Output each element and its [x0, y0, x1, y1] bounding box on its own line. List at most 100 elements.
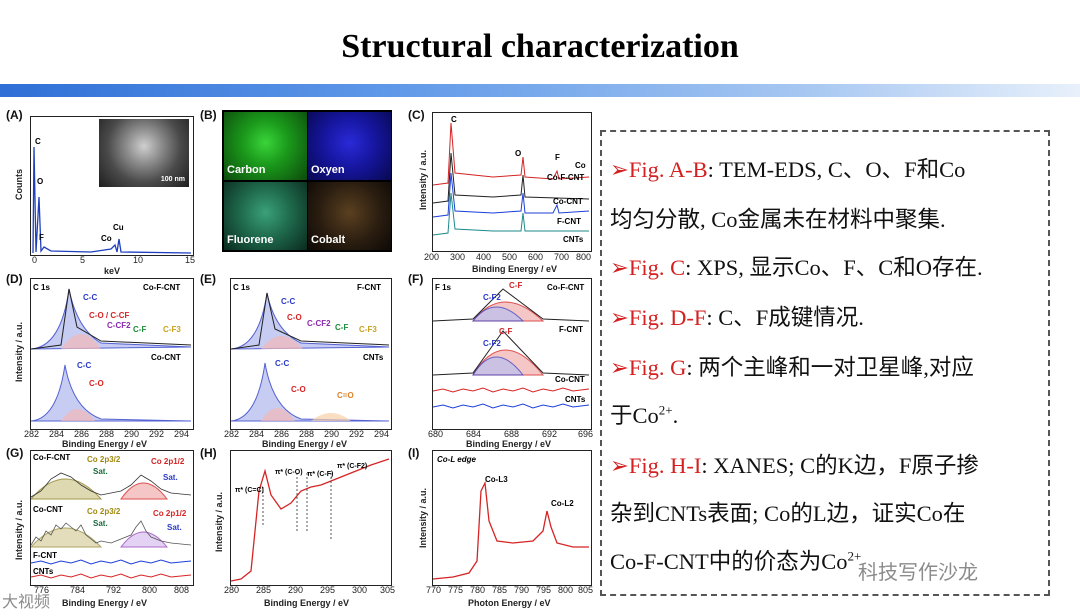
title-underline-bar — [0, 84, 1080, 97]
panel-h-tick: 300 — [352, 585, 368, 595]
panel-f-tick: 688 — [504, 429, 520, 439]
comp-label: C-F2 — [483, 339, 501, 348]
panel-c-xlabel: Binding Energy / eV — [472, 264, 558, 274]
panel-h-tick: 295 — [320, 585, 336, 595]
panel-g-label: (G) — [6, 446, 24, 460]
core-level: C 1s — [33, 283, 50, 292]
comp-label: C-F2 — [483, 293, 501, 302]
comp-label: Co-L3 — [485, 475, 508, 484]
comp-label: Co 2p3/2 — [87, 455, 121, 464]
fig-ref: ➢Fig. A-B — [610, 157, 708, 182]
panel-f-tick: 696 — [578, 429, 594, 439]
panel-g-tick: 808 — [174, 585, 190, 595]
fig-ref: ➢Fig. G — [610, 355, 687, 380]
edge-title: Co-L edge — [437, 455, 476, 464]
series-label: Co-CNT — [33, 505, 63, 514]
comp-label: Sat. — [93, 467, 108, 476]
panel-f-xlabel: Binding Energy / eV — [466, 439, 552, 449]
panel-d-tick: 294 — [174, 429, 190, 439]
comp-label: C-O — [291, 385, 306, 394]
panel-g-plot — [31, 472, 192, 579]
panel-i-tick: 795 — [536, 585, 552, 595]
summary-line: 于Co2+. — [610, 402, 679, 429]
panel-d-xlabel: Binding Energy / eV — [62, 439, 148, 449]
peak-c: C — [451, 115, 457, 124]
panel-a-tick: 10 — [133, 255, 144, 265]
eds-tile-cobalt: Cobalt — [308, 182, 391, 250]
comp-label: π* (C=C) — [235, 487, 264, 494]
panel-e-tick: 284 — [249, 429, 265, 439]
comp-label: Co 2p1/2 — [153, 509, 187, 518]
panel-h-ylabel: Intensity / a.u. — [214, 491, 224, 552]
core-level: F 1s — [435, 283, 452, 292]
panel-a-label: (A) — [6, 108, 23, 122]
series-label: Co-F-CNT — [33, 453, 71, 462]
panel-i-tick: 790 — [514, 585, 530, 595]
summary-line: 均匀分散, Co金属未在材料中聚集. — [610, 207, 946, 232]
panel-d-ylabel: Intensity / a.u. — [14, 321, 24, 382]
peak-co: Co — [101, 234, 112, 243]
core-level: C 1s — [233, 283, 250, 292]
comp-label: C-F3 — [163, 325, 181, 334]
series-label: CNTs — [33, 567, 54, 576]
panel-f-tick: 692 — [542, 429, 558, 439]
panel-f-tick: 680 — [428, 429, 444, 439]
panel-i-xanes-col: Co-L edge Co-L3 Co-L2 — [432, 450, 592, 586]
panel-h-plot — [231, 458, 390, 582]
tem-scale-bar: 100 nm — [160, 176, 185, 183]
series-label: Co-F-CNT — [547, 173, 585, 182]
panel-d-tick: 282 — [24, 429, 40, 439]
panel-f-plot — [433, 288, 590, 409]
panel-c-xps-survey: C O F Co Co-F-CNT Co-CNT F-CNT CNTs — [432, 112, 592, 252]
summary-line: ➢Fig. A-B: TEM-EDS, C、O、F和Co — [610, 157, 966, 182]
panel-h-tick: 280 — [224, 585, 240, 595]
series-label: CNTs — [563, 235, 584, 244]
panel-a-tick: 5 — [80, 255, 86, 265]
panel-i-tick: 805 — [578, 585, 594, 595]
panel-g-tick: 784 — [70, 585, 86, 595]
comp-label: C-C — [83, 293, 98, 302]
peak-o: O — [515, 149, 522, 158]
comp-label: Sat. — [163, 473, 178, 482]
panel-e-label: (E) — [200, 272, 216, 286]
eds-tile-oxygen: Oxyen — [308, 112, 391, 180]
panel-e-tick: 290 — [324, 429, 340, 439]
fig-ref: ➢Fig. C — [610, 255, 686, 280]
panel-g-ylabel: Intensity / a.u. — [14, 499, 24, 560]
summary-line: 杂到CNTs表面; Co的L边，证实Co在 — [610, 501, 966, 526]
panel-h-tick: 285 — [256, 585, 272, 595]
panel-e-tick: 282 — [224, 429, 240, 439]
panel-c-tick: 500 — [502, 252, 518, 262]
comp-label: C-F — [133, 325, 147, 334]
panel-a-ylabel: Counts — [14, 169, 24, 200]
panel-f-f1s: F 1s Co-F-CNT F-CNT Co-CNT CNTs C-F C-F2… — [432, 278, 592, 430]
panel-d-tick: 286 — [74, 429, 90, 439]
comp-label: C-F3 — [359, 325, 377, 334]
summary-line: ➢Fig. H-I: XANES; C的K边，F原子掺 — [610, 453, 979, 478]
panel-e-plot — [231, 292, 390, 422]
panel-c-label: (C) — [408, 108, 425, 122]
tem-inset-image: 100 nm — [99, 119, 189, 187]
comp-label: π* (C-F) — [307, 471, 334, 478]
panel-a-tick: 15 — [185, 255, 196, 265]
panel-a-xlabel: keV — [104, 266, 121, 276]
panel-e-c1s: C 1s F-CNT CNTs C-C C-O C-CF2 C-F C-F3 C… — [230, 278, 392, 430]
comp-label: C-O — [89, 379, 104, 388]
panel-i-tick: 770 — [426, 585, 442, 595]
comp-label: C-F — [509, 281, 523, 290]
panel-h-tick: 290 — [288, 585, 304, 595]
series-label: Co-CNT — [553, 197, 583, 206]
series-label: Co-CNT — [555, 375, 585, 384]
summary-line: ➢Fig. G: 两个主峰和一对卫星峰,对应 — [610, 355, 974, 380]
panel-c-tick: 400 — [476, 252, 492, 262]
comp-label: π* (C-O) — [275, 469, 303, 476]
series-label: F-CNT — [557, 217, 581, 226]
panel-c-plot — [433, 122, 590, 236]
comp-label: π* (C-F2) — [337, 463, 368, 470]
peak-co: Co — [575, 161, 586, 170]
panel-d-label: (D) — [6, 272, 23, 286]
panel-c-tick: 800 — [576, 252, 592, 262]
panel-e-tick: 294 — [374, 429, 390, 439]
panel-e-tick: 286 — [274, 429, 290, 439]
series-label: F-CNT — [357, 283, 381, 292]
